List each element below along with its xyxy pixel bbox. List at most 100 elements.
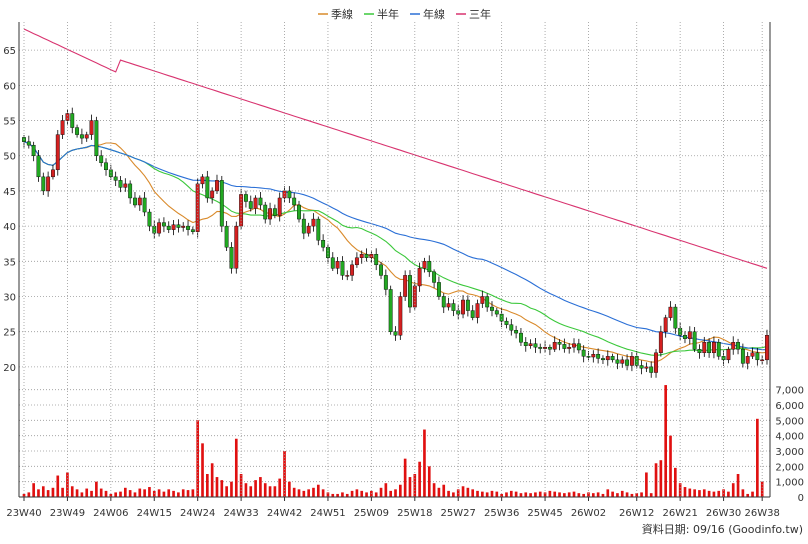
volume-bar [292, 487, 296, 497]
volume-bar [22, 493, 26, 497]
price-tick-label: 60 [3, 81, 16, 92]
volume-bar [442, 484, 446, 497]
volume-bar [461, 486, 465, 497]
volume-bar [239, 474, 243, 497]
volume-bar [645, 472, 648, 497]
candle-body [465, 299, 470, 311]
price-tick-label: 55 [3, 117, 16, 128]
volume-bar [567, 492, 571, 497]
candle-body [364, 254, 369, 258]
legend-entry: 半年 [377, 7, 399, 21]
candle-body [383, 275, 388, 290]
price-tick-label: 35 [3, 257, 16, 268]
candle-body [292, 197, 297, 206]
volume-bar [529, 493, 532, 497]
volume-bar [519, 493, 523, 497]
volume-bar [263, 483, 267, 497]
volume-bar [157, 489, 161, 497]
volume-tick-label: 2,000 [775, 462, 804, 473]
candle-body [137, 197, 142, 206]
volume-bar [471, 489, 475, 497]
x-tick-label: 25W27 [441, 508, 476, 519]
candle-body [263, 204, 268, 220]
volume-bar [312, 487, 315, 497]
candle-body [219, 180, 224, 227]
volume-bar [611, 491, 614, 497]
volume-bar [616, 493, 619, 497]
volume-bar [75, 489, 79, 497]
candle-body [687, 331, 692, 339]
volume-bar [741, 489, 745, 497]
volume-bar [201, 443, 204, 497]
x-tick-label: 25W45 [527, 508, 562, 519]
candle-body [147, 211, 152, 227]
volume-bar [51, 487, 55, 497]
volume-bar [123, 487, 127, 497]
volume-bar [553, 491, 557, 497]
volume-bar [365, 492, 368, 497]
candle-body [629, 356, 634, 366]
candle-body [601, 358, 605, 361]
candle-body [736, 342, 740, 350]
candle-body [697, 349, 702, 354]
volume-bar [490, 490, 494, 497]
volume-bar [635, 493, 639, 497]
candle-body [649, 366, 654, 373]
candle-body [128, 183, 133, 199]
volume-bar [731, 483, 735, 497]
candle-body [625, 359, 630, 366]
candle-body [161, 222, 166, 227]
candle-body [388, 289, 393, 332]
candle-body [441, 296, 446, 308]
volume-bar [591, 493, 595, 497]
data-date-footer: 資料日期: 09/16 (Goodinfo.tw) [642, 522, 803, 536]
volume-tick-label: 4,000 [775, 432, 804, 443]
volume-bar [148, 487, 151, 497]
volume-bar [707, 490, 711, 497]
candle-body [311, 218, 316, 227]
volume-bar [210, 463, 214, 497]
volume-bar [418, 461, 421, 497]
candle-body [499, 313, 504, 322]
volume-bar [495, 491, 499, 497]
volume-bar [760, 481, 764, 497]
candle-body [639, 365, 644, 369]
candle-body [707, 342, 712, 354]
candle-body [475, 303, 480, 318]
legend: 季線 半年 年線 三年 [318, 7, 491, 21]
volume-bar [587, 492, 590, 497]
candle-body [750, 352, 755, 357]
legend-entry: 季線 [331, 7, 353, 21]
x-tick-label: 24W06 [93, 508, 128, 519]
candle-body [576, 343, 581, 351]
candle-body [31, 144, 36, 156]
volume-bar [191, 489, 195, 497]
volume-bar [394, 489, 397, 497]
volume-bar [32, 483, 35, 497]
candle-body [519, 332, 523, 343]
volume-bar [288, 481, 291, 497]
volume-bar [543, 492, 547, 497]
candle-body [485, 296, 490, 308]
candle-body [494, 310, 499, 315]
volume-bar [582, 493, 585, 497]
candle-body [533, 343, 538, 348]
x-tick-label: 24W51 [310, 508, 345, 519]
volume-bar [307, 489, 310, 497]
ma-year-line [23, 141, 767, 351]
candle-body [692, 331, 697, 350]
candle-body [572, 343, 576, 348]
volume-bar [128, 490, 132, 497]
candle-body [272, 208, 277, 216]
volume-bar [432, 483, 436, 497]
volume-bar [476, 490, 479, 497]
ma-three-year-line [23, 28, 768, 269]
x-tick-label: 23W49 [50, 508, 85, 519]
candle-body [157, 222, 162, 234]
volume-bar [249, 486, 253, 497]
volume-bar [408, 477, 412, 497]
volume-bar [389, 490, 393, 497]
candle-body [408, 275, 412, 308]
volume-bar [577, 493, 581, 497]
candle-body [104, 162, 108, 171]
